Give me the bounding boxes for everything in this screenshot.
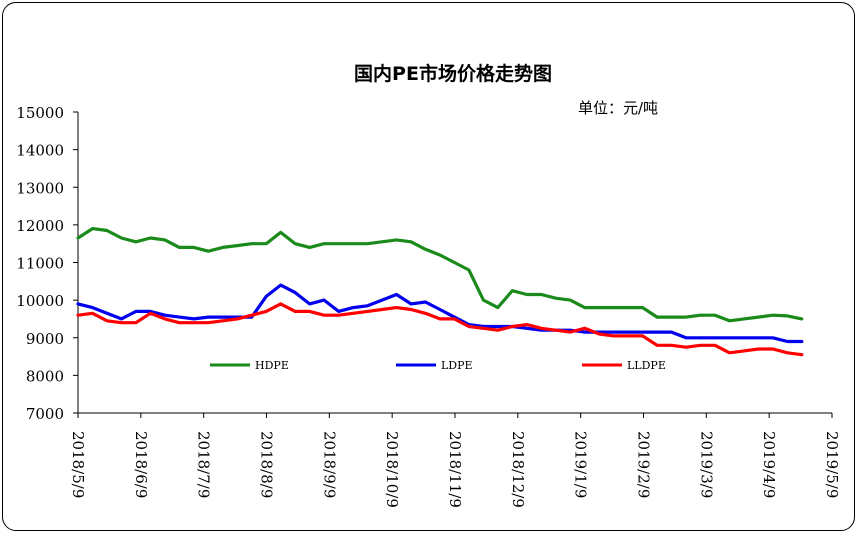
x-tick-label: 2019/2/9 [635, 431, 653, 498]
series-line-hdpe [76, 227, 804, 323]
legend-label-ldpe: LDPE [441, 359, 473, 372]
y-tick-label: 14000 [16, 142, 64, 160]
legend-label-lldpe: LLDPE [627, 359, 666, 372]
x-tick-label: 2019/3/9 [697, 431, 715, 498]
x-tick-label: 2019/4/9 [760, 431, 778, 498]
x-tick-label: 2018/10/9 [383, 431, 401, 508]
chart-title: 国内PE市场价格走势图 [354, 62, 552, 85]
x-tick-label: 2018/5/9 [69, 431, 87, 498]
x-tick-label: 2018/8/9 [258, 431, 276, 498]
x-tick-label: 2018/6/9 [132, 431, 150, 498]
x-tick-label: 2018/11/9 [446, 431, 464, 508]
y-tick-label: 10000 [16, 292, 64, 310]
y-axis-ticks: 7000 8000 9000 10000 11000 12000 13000 14000 150… [16, 104, 78, 423]
x-axis-ticks: 2018/5/9 2018/6/9 2018/7/9 2018/8/9 2018/9/9… [69, 413, 841, 508]
x-tick-label: 2018/7/9 [195, 431, 213, 498]
legend: HDPE LDPE LLDPE [210, 359, 666, 372]
series-line-lldpe [76, 302, 804, 357]
y-tick-label: 13000 [16, 179, 64, 197]
series-lines [76, 227, 804, 357]
unit-label: 单位：元/吨 [578, 99, 658, 117]
y-tick-label: 8000 [26, 367, 64, 385]
x-tick-label: 2018/9/9 [320, 431, 338, 498]
series-line-ldpe [76, 283, 804, 344]
y-tick-label: 9000 [26, 330, 64, 348]
x-tick-label: 2018/12/9 [509, 431, 527, 508]
legend-label-hdpe: HDPE [255, 359, 289, 372]
x-tick-label: 2019/1/9 [572, 431, 590, 498]
y-tick-label: 11000 [16, 255, 64, 273]
y-tick-label: 12000 [16, 217, 64, 235]
y-tick-label: 15000 [16, 104, 64, 122]
y-tick-label: 7000 [26, 405, 64, 423]
x-tick-label: 2019/5/9 [823, 431, 841, 498]
